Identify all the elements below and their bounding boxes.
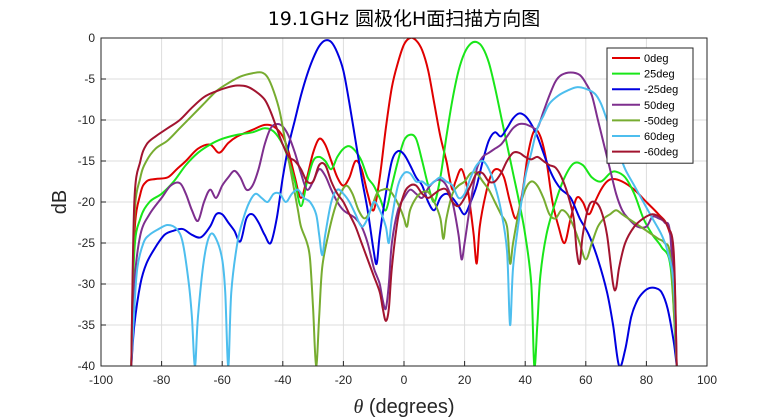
legend-entry--60deg: -60deg bbox=[644, 147, 678, 159]
x-tick-label: 100 bbox=[697, 373, 717, 387]
y-tick-labels: 0 -5 -10 -15 -20 -25 -30 -35 -40 bbox=[78, 31, 106, 373]
series-line--25deg bbox=[130, 39, 678, 366]
x-tick-label: -20 bbox=[335, 373, 353, 387]
series-line--50deg bbox=[130, 71, 678, 366]
x-tick-label: -100 bbox=[89, 373, 113, 387]
x-tick-label: 60 bbox=[579, 373, 593, 387]
y-tick-label: -20 bbox=[78, 195, 96, 209]
y-axis-label: dB bbox=[49, 190, 71, 214]
legend: 0deg 25deg -25deg 50deg -50deg 60deg -60deg bbox=[606, 47, 694, 164]
y-tick-label: 0 bbox=[88, 31, 95, 45]
legend-entry-25deg: 25deg bbox=[644, 69, 675, 81]
y-tick-label: -35 bbox=[78, 318, 96, 332]
series-line-0deg bbox=[130, 38, 678, 366]
series-line--60deg bbox=[130, 84, 678, 366]
x-axis-label: θ (degrees) bbox=[354, 396, 455, 418]
x-tick-label: 0 bbox=[401, 373, 408, 387]
series-lines bbox=[130, 38, 678, 366]
y-tick-label: -40 bbox=[78, 359, 96, 373]
legend-entry--50deg: -50deg bbox=[644, 115, 678, 127]
series-line-50deg bbox=[130, 71, 678, 366]
y-tick-label: -25 bbox=[78, 236, 96, 250]
y-tick-label: -10 bbox=[78, 113, 96, 127]
x-tick-label: -40 bbox=[274, 373, 292, 387]
x-tick-label: 20 bbox=[458, 373, 472, 387]
y-tick-label: -30 bbox=[78, 277, 96, 291]
x-tick-label: -60 bbox=[214, 373, 232, 387]
x-tick-labels: -100 -80 -60 -40 -20 0 20 40 60 80 100 bbox=[89, 361, 717, 387]
x-axis-label-text: (degrees) bbox=[363, 396, 454, 418]
y-tick-label: -15 bbox=[78, 154, 96, 168]
series-line-60deg bbox=[130, 86, 678, 366]
legend-entry--25deg: -25deg bbox=[644, 84, 678, 96]
x-tick-label: -80 bbox=[153, 373, 171, 387]
legend-entry-60deg: 60deg bbox=[644, 131, 675, 143]
legend-entry-0deg: 0deg bbox=[644, 53, 668, 65]
x-tick-label: 80 bbox=[640, 373, 654, 387]
series-line-25deg bbox=[130, 40, 678, 366]
x-axis-label-symbol: θ bbox=[354, 396, 364, 418]
y-tick-label: -5 bbox=[84, 72, 95, 86]
chart-title: 19.1GHz 圆极化H面扫描方向图 bbox=[268, 8, 541, 30]
legend-entry-50deg: 50deg bbox=[644, 100, 675, 112]
x-tick-label: 40 bbox=[519, 373, 533, 387]
